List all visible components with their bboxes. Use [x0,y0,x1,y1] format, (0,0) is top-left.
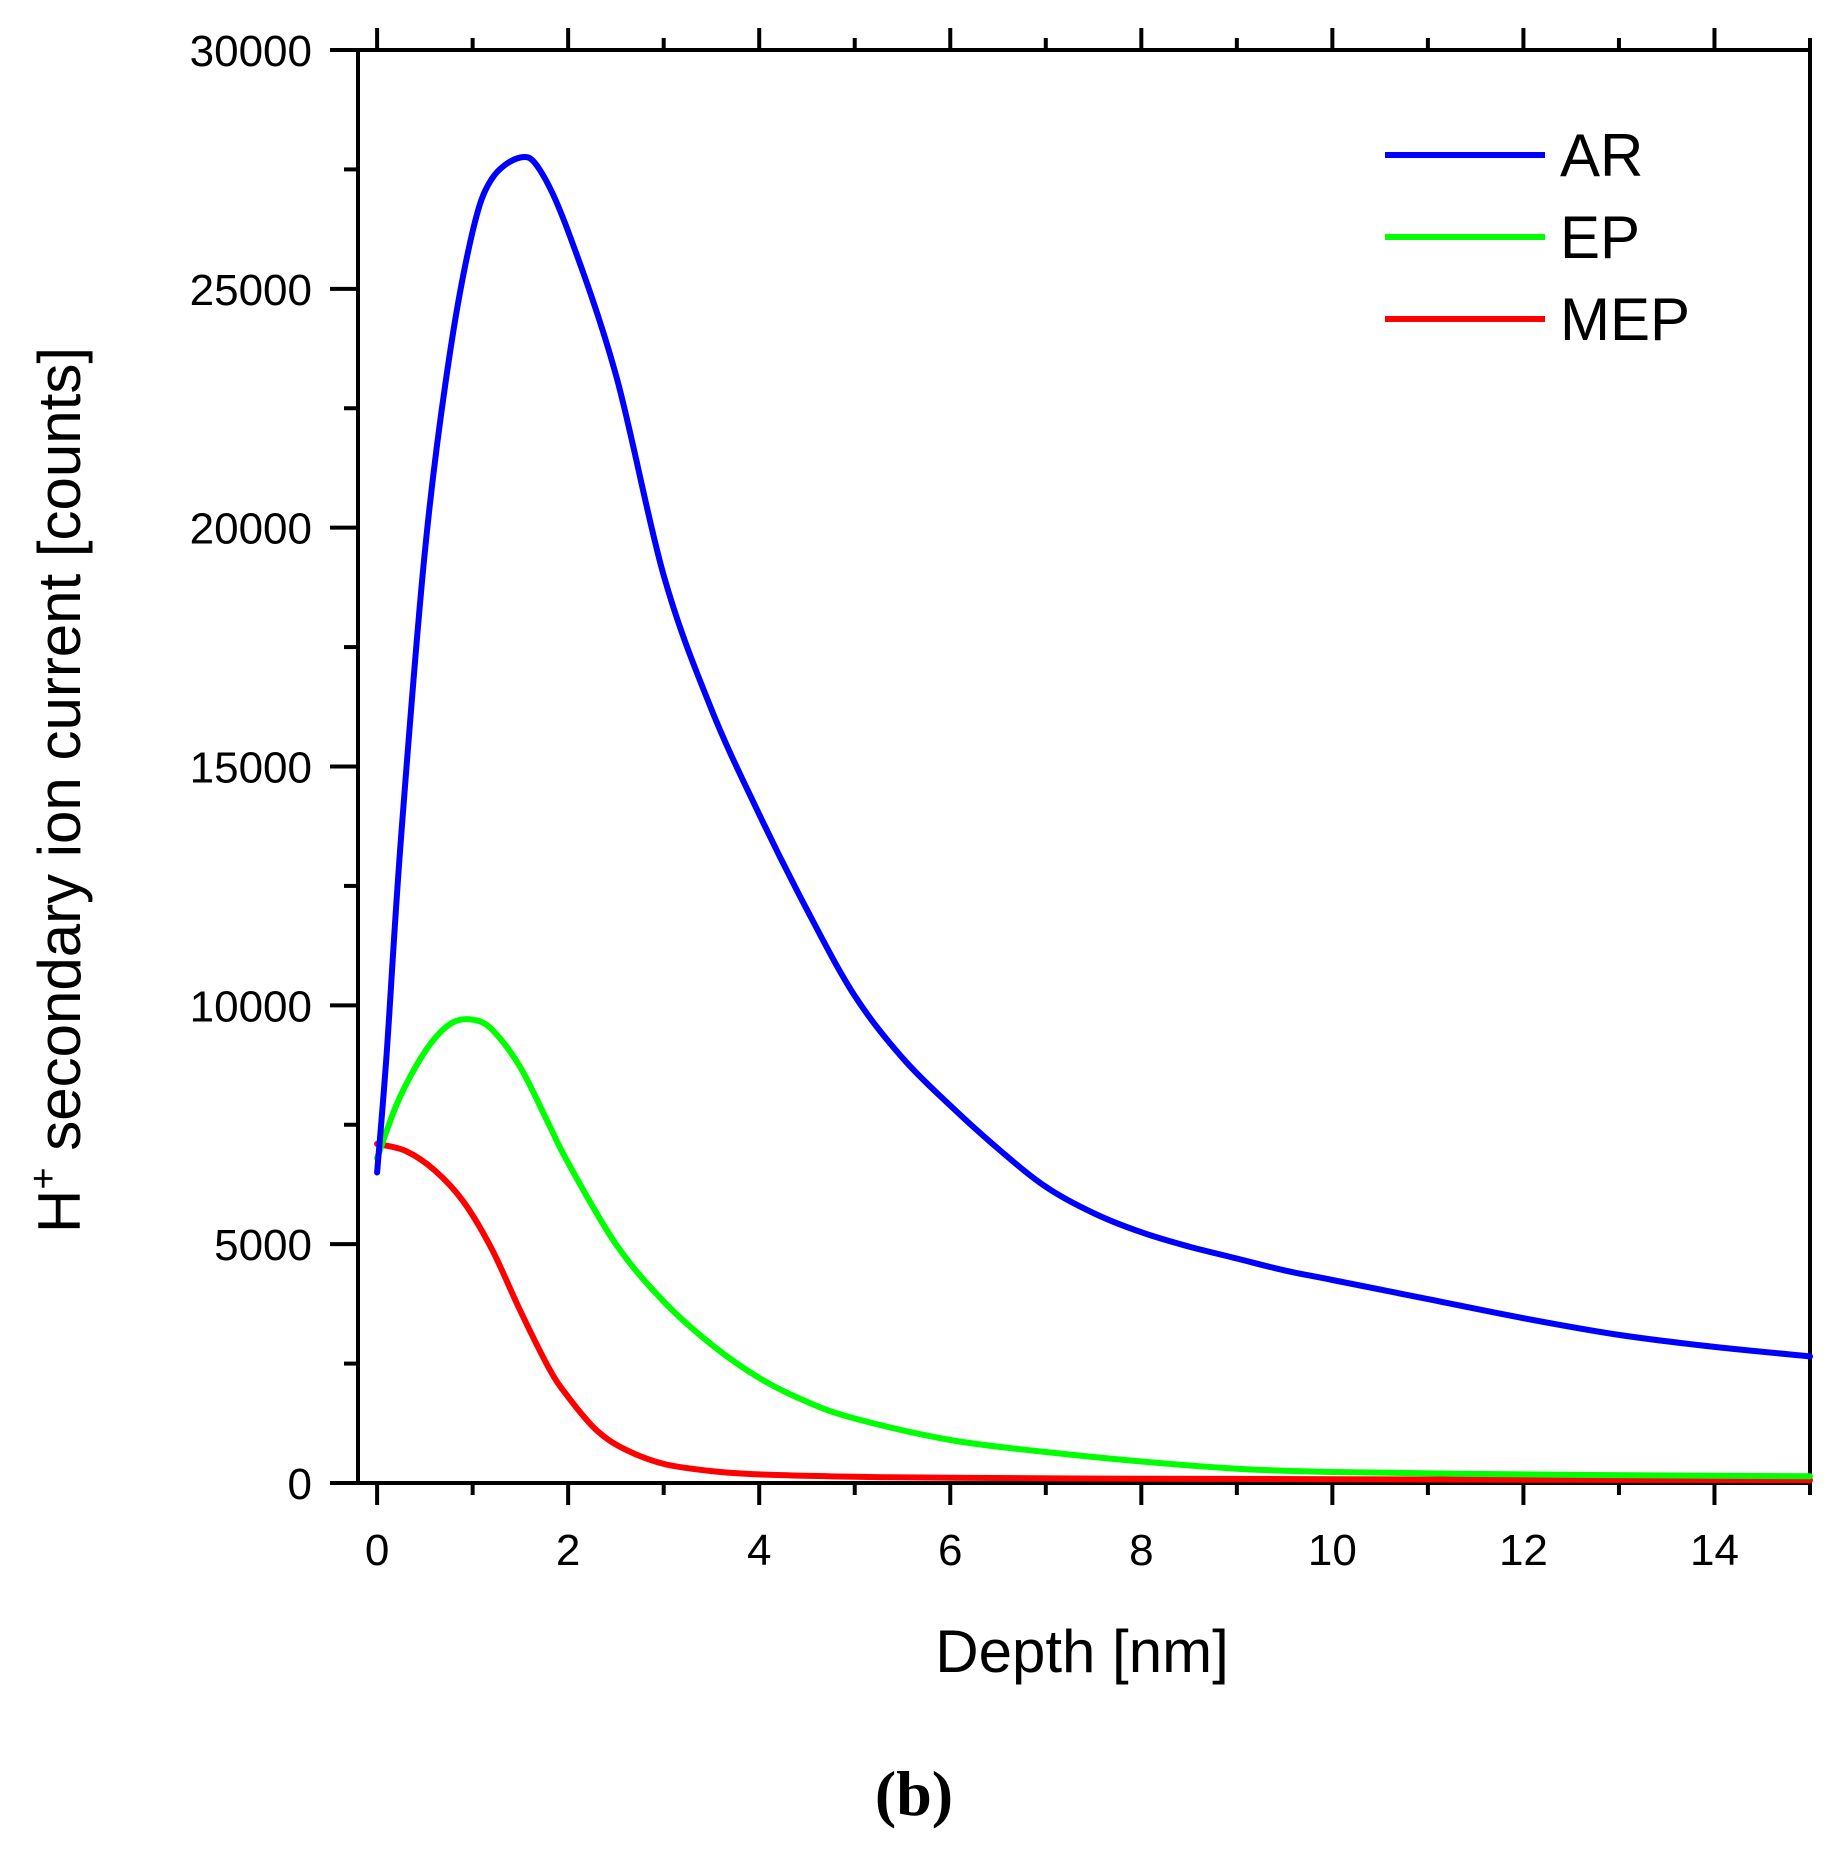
x-tick-label: 2 [556,1526,580,1575]
x-axis-title: Depth [nm] [935,1618,1228,1685]
x-tick-label: 14 [1690,1526,1739,1575]
y-axis-title-main: H [26,1190,93,1233]
y-tick-label: 15000 [190,744,312,793]
legend-label-mep: MEP [1560,286,1690,353]
x-tick-label: 12 [1499,1526,1548,1575]
x-tick-label: 10 [1308,1526,1357,1575]
series-line-mep [374,1140,1813,1484]
y-tick-label: 30000 [190,27,312,76]
y-axis-title-rest: secondary ion current [counts] [26,347,93,1167]
x-tick-label: 4 [747,1526,771,1575]
y-tick-label: 0 [288,1460,312,1509]
y-tick-label: 10000 [190,982,312,1031]
legend: AR EP MEP [1385,122,1690,353]
panel-label: (b) [875,1758,953,1829]
series-group [374,153,1813,1484]
x-tick-label: 6 [938,1526,962,1575]
series-line-ar [374,153,1813,1360]
y-tick-label: 5000 [214,1221,312,1270]
x-tick-label: 0 [365,1526,389,1575]
series-line-ep [374,1016,1813,1480]
y-axis-title: H+ secondary ion current [counts] [23,347,93,1233]
ticks-group: 0 2 4 6 8 10 12 14 0 5000 10000 15000 20000 25000 3000… [190,27,1812,1575]
y-tick-label: 20000 [190,505,312,554]
y-tick-label: 25000 [190,266,312,315]
x-tick-label: 8 [1129,1526,1153,1575]
y-axis-title-superscript: + [23,1167,65,1189]
legend-label-ar: AR [1560,122,1643,189]
legend-label-ep: EP [1560,204,1640,271]
